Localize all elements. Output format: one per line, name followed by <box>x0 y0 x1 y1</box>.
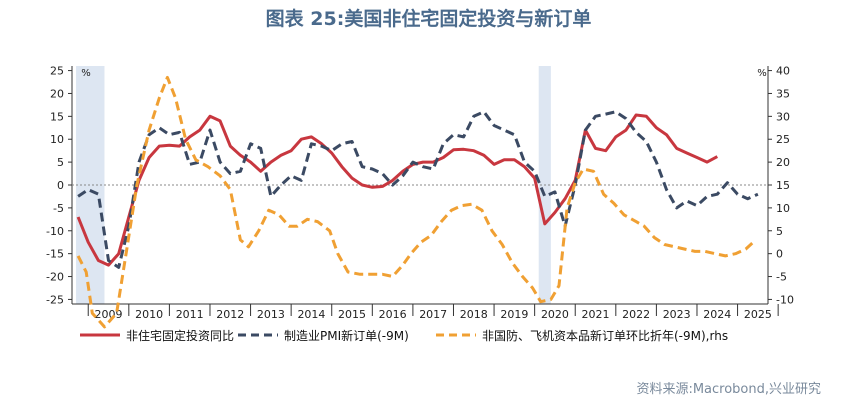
legend: 非住宅固定投资同比 制造业PMI新订单(-9M) 非国防、飞机资本品新订单环比折年(… <box>80 328 728 343</box>
x-tick-label: 2014 <box>297 308 325 321</box>
x-tick-label: 2023 <box>663 308 691 321</box>
left-tick-label: 25 <box>50 65 64 78</box>
chart-title: 图表 25:美国非住宅固定投资与新订单 <box>265 8 592 30</box>
right-axis-unit: % <box>757 68 767 79</box>
source-note: 资料来源:Macrobond,兴业研究 <box>636 382 821 397</box>
right-tick-label: 10 <box>776 202 790 215</box>
right-tick-label: 20 <box>776 156 790 169</box>
right-tick-label: 40 <box>776 65 790 78</box>
series-line-1 <box>76 113 719 267</box>
x-tick-label: 2016 <box>379 308 407 321</box>
right-tick-label: 25 <box>776 133 790 146</box>
right-tick-label: 15 <box>776 179 790 192</box>
left-axis-unit: % <box>81 68 91 79</box>
legend-label: 制造业PMI新订单(-9M) <box>284 328 409 343</box>
left-y-axis: 25 20 15 10 5 0 -5 -10 -15 -20 -25% <box>46 65 91 307</box>
right-tick-label: 5 <box>776 225 783 238</box>
right-tick-label: -5 <box>776 271 787 284</box>
right-y-axis: 40 35 30 25 20 15 10 5 0 -5 -10% <box>757 65 794 307</box>
left-tick-label: -20 <box>46 271 64 284</box>
left-tick-label: 10 <box>50 133 64 146</box>
x-tick-label: 2011 <box>176 308 204 321</box>
series-line-3 <box>76 75 757 329</box>
left-tick-label: 20 <box>50 87 64 100</box>
x-tick-label: 2024 <box>703 308 731 321</box>
right-tick-label: 0 <box>776 248 783 261</box>
x-tick-label: 2021 <box>582 308 610 321</box>
right-tick-label: 30 <box>776 110 790 123</box>
x-tick-label: 2022 <box>622 308 650 321</box>
right-tick-label: 35 <box>776 87 790 100</box>
right-tick-label: -10 <box>776 293 794 306</box>
left-tick-label: 15 <box>50 110 64 123</box>
legend-label: 非国防、飞机资本品新订单环比折年(-9M),rhs <box>482 328 728 343</box>
x-tick-label: 2025 <box>744 308 772 321</box>
left-tick-label: 0 <box>57 179 64 192</box>
left-tick-label: -10 <box>46 225 64 238</box>
series-layer <box>76 75 759 329</box>
legend-label: 非住宅固定投资同比 <box>126 328 234 343</box>
x-tick-label: 2013 <box>257 308 285 321</box>
x-tick-label: 2012 <box>216 308 244 321</box>
x-tick-label: 2010 <box>135 308 163 321</box>
x-tick-label: 2018 <box>460 308 488 321</box>
x-tick-label: 2020 <box>541 308 569 321</box>
series-line-2 <box>77 110 759 269</box>
x-axis: 2009 2010 2011 2012 2013 2014 2015 2016 2017 2018… <box>87 304 779 321</box>
x-tick-label: 2019 <box>500 308 528 321</box>
left-tick-label: -5 <box>53 202 64 215</box>
x-tick-label: 2017 <box>419 308 447 321</box>
left-tick-label: -15 <box>46 248 64 261</box>
x-tick-label: 2015 <box>338 308 366 321</box>
left-tick-label: 5 <box>57 156 64 169</box>
left-tick-label: -25 <box>46 293 64 306</box>
